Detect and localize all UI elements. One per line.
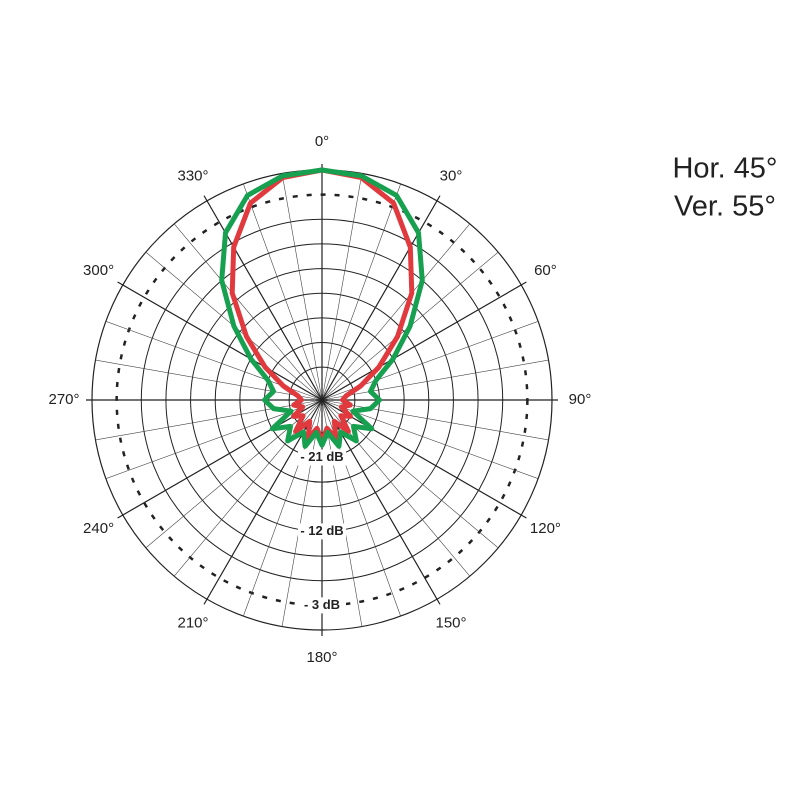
angle-label: 330° (177, 168, 208, 185)
spoke (173, 223, 323, 401)
spoke (321, 399, 549, 441)
angle-axis (321, 195, 441, 401)
label-bg (298, 449, 346, 466)
angle-label: 210° (177, 614, 208, 631)
grid (86, 164, 558, 636)
spoke (321, 359, 549, 401)
spoke (321, 223, 471, 401)
angle-label: 30° (440, 168, 463, 185)
angle-label: 300° (83, 262, 114, 279)
angle-label: 0° (315, 133, 329, 150)
spoke (145, 399, 323, 549)
label-bg (298, 523, 346, 540)
spoke (281, 173, 323, 401)
spoke (243, 183, 323, 401)
labels: 0° 30° 60° 90° 120° 150° 180° 210° 240° 270° 300° 3… (48, 133, 591, 666)
angle-label: 180° (306, 649, 337, 666)
angle-axis (203, 195, 323, 401)
r-tick-label: - 12 dB (300, 523, 343, 538)
spoke (321, 173, 363, 401)
r-tick-label: - 21 dB (300, 449, 343, 464)
angle-axis (117, 399, 323, 519)
angle-label: 240° (83, 520, 114, 537)
label-bg (298, 597, 346, 614)
angle-label: 120° (530, 520, 561, 537)
series-line (219, 167, 425, 449)
legend-entry: Ver. 55° (674, 191, 776, 223)
plot (219, 167, 425, 449)
angle-label: 90° (569, 391, 592, 408)
spoke (95, 399, 323, 441)
legend-entry: Hor. 45° (672, 153, 777, 185)
angle-label: 270° (48, 391, 79, 408)
spoke (281, 399, 323, 627)
r-tick-label: - 3 dB (304, 597, 340, 612)
spoke (95, 359, 323, 401)
spoke (321, 399, 499, 549)
spoke (321, 399, 363, 627)
angle-axis (117, 281, 323, 401)
angle-axis (321, 399, 527, 519)
angle-label: 150° (435, 614, 466, 631)
angle-label: 60° (534, 262, 557, 279)
angle-axis (321, 281, 527, 401)
spoke (321, 183, 401, 401)
